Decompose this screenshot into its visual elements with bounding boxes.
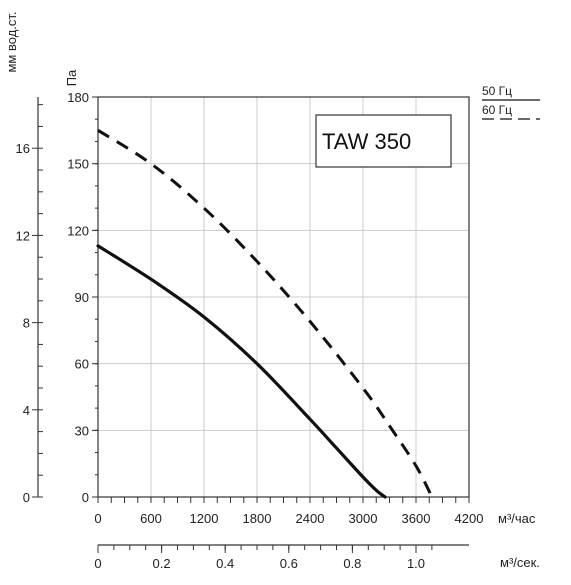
y2-tick-label: 16 [16, 141, 30, 156]
legend: 50 Гц 60 Гц [482, 84, 540, 120]
x2-tick-label: 0.4 [216, 556, 234, 571]
y-tick-label: 90 [75, 290, 89, 305]
series-60hz-curve [97, 129, 434, 498]
x-tick-label: 1200 [190, 511, 219, 526]
y-tick-label: 0 [82, 490, 89, 505]
model-label-box [315, 114, 452, 168]
x-axis-label: м³/час [498, 511, 536, 526]
series-50hz-curve [96, 244, 387, 499]
y-tick-label: 60 [75, 357, 89, 372]
series-layer [96, 129, 434, 499]
x2-tick-label: 0 [94, 556, 101, 571]
legend-label: 50 Гц [482, 84, 512, 98]
x-axis-m3h: 0 600 1200 1800 2400 3000 3600 4200 [94, 497, 483, 526]
x-tick-label: 2400 [296, 511, 325, 526]
model-label: TAW 350 [322, 129, 411, 154]
x-tick-label: 3600 [402, 511, 431, 526]
x-tick-label: 0 [94, 511, 101, 526]
x2-tick-label: 0.2 [153, 556, 171, 571]
x-tick-label: 4200 [455, 511, 484, 526]
y-tick-label: 30 [75, 423, 89, 438]
y-tick-label: 120 [67, 223, 89, 238]
x2-tick-label: 0.8 [343, 556, 361, 571]
y2-axis-label: мм вод.ст. [4, 11, 19, 72]
y2-tick-label: 12 [16, 228, 30, 243]
x-tick-label: 600 [140, 511, 162, 526]
y2-tick-label: 4 [23, 403, 30, 418]
y2-tick-label: 8 [23, 316, 30, 331]
y-tick-label: 180 [67, 90, 89, 105]
y-axis-pa: 0 30 60 90 120 150 180 [67, 90, 98, 505]
y2-tick-label: 0 [23, 490, 30, 505]
x-tick-label: 3000 [349, 511, 378, 526]
x-tick-label: 1800 [243, 511, 272, 526]
x2-axis-label: м³/сек. [500, 555, 540, 570]
y2-axis-mm: 0 4 8 12 16 [16, 104, 43, 505]
x2-tick-label: 0.6 [280, 556, 298, 571]
x-axis-m3s: 0 0.2 0.4 0.6 0.8 1.0 [94, 545, 433, 571]
x2-tick-label: 1.0 [407, 556, 425, 571]
y-tick-label: 150 [67, 157, 89, 172]
legend-label: 60 Гц [482, 103, 512, 117]
y-axis-label: Па [64, 69, 79, 86]
